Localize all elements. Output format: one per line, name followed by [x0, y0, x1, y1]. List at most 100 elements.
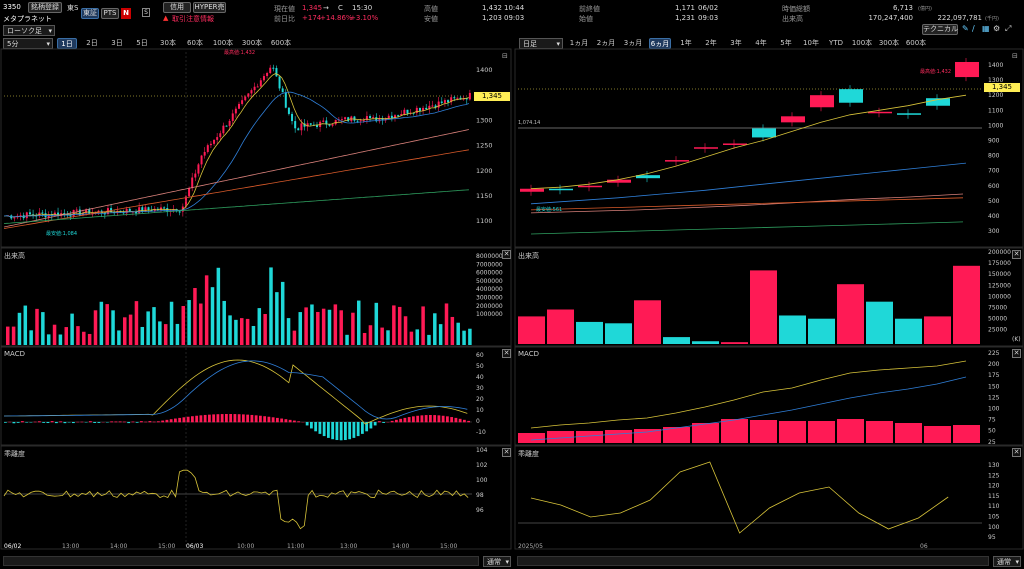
close-icon[interactable]: ✕ [1012, 250, 1021, 259]
daily-interval-select[interactable]: 日足 ▾ [519, 38, 563, 49]
left-tab-3[interactable]: 5日 [136, 39, 148, 47]
close-icon[interactable]: ✕ [502, 349, 511, 358]
s-box-icon[interactable]: S [142, 8, 150, 17]
lock-icon[interactable]: ⊟ [502, 52, 508, 60]
right-scrollbar[interactable] [517, 556, 989, 566]
macd-bar [458, 418, 462, 423]
lock-icon[interactable]: ⊟ [1012, 52, 1018, 60]
right-tab-4[interactable]: 1年 [680, 39, 692, 47]
candle-body [422, 107, 425, 111]
macd-bar [467, 420, 471, 423]
candle-body [91, 212, 94, 215]
credit-button[interactable]: 信用 [163, 2, 191, 13]
candle-body [443, 100, 446, 103]
right-scroll-select[interactable]: 通常 ▾ [993, 556, 1021, 567]
volume-bar [6, 326, 10, 345]
prevclose-date: 06/02 [698, 4, 719, 12]
volume-tick-label: 8000000 [476, 253, 503, 260]
candle-body [303, 123, 306, 127]
candle-body [144, 207, 147, 212]
macd-bar [605, 430, 632, 443]
candle-body [231, 113, 234, 121]
candle-body [316, 125, 318, 128]
left-tab-4[interactable]: 30本 [160, 39, 176, 47]
candle-body [244, 96, 247, 101]
left-scrollbar[interactable] [3, 556, 479, 566]
left-tab-1[interactable]: 2日 [86, 39, 98, 47]
settings-icon[interactable]: ⚙ [993, 24, 1001, 33]
candle-body [291, 113, 294, 122]
chart-type-select[interactable]: ローソク足 ▾ [3, 25, 55, 36]
right-tab-8[interactable]: 5年 [780, 39, 792, 47]
right-tab-13[interactable]: 600本 [905, 39, 927, 47]
macd-bar [866, 421, 893, 443]
macd-tick-label: 0 [476, 418, 480, 425]
volume-tick-label: 100000 [988, 293, 1011, 300]
interval-select[interactable]: 5分 ▾ [3, 38, 53, 49]
price-tick-label: 400 [988, 213, 1000, 220]
volume-bar [547, 309, 574, 344]
volume-tick-label: 7000000 [476, 261, 503, 268]
left-tab-7[interactable]: 300本 [241, 39, 263, 47]
right-price-tag: 1,345 [984, 83, 1020, 92]
candle-body [166, 208, 169, 212]
right-tab-7[interactable]: 4年 [755, 39, 767, 47]
volume-bar [204, 275, 209, 345]
left-tab-5[interactable]: 60本 [187, 39, 203, 47]
right-tab-0[interactable]: 1ヵ月 [569, 39, 589, 47]
volume-bar [117, 330, 121, 345]
right-tab-5[interactable]: 2年 [705, 39, 717, 47]
right-tab-3[interactable]: 6ヵ月 [649, 38, 671, 49]
macd-bar [276, 417, 279, 423]
right-tab-11[interactable]: 100本 [851, 39, 873, 47]
expand-icon[interactable]: ⤢ [1005, 24, 1012, 33]
candle-body [97, 210, 100, 212]
pen-icon[interactable]: ✎ [962, 24, 969, 33]
macd-bar [174, 418, 177, 423]
grid-icon[interactable]: ▦ [982, 24, 990, 33]
right-tab-1[interactable]: 2ヵ月 [596, 39, 616, 47]
macd-bar [331, 422, 335, 440]
warning-text[interactable]: 取引注意情報 [172, 15, 214, 23]
right-tab-6[interactable]: 3年 [730, 39, 742, 47]
candle-body [415, 107, 418, 114]
volume-bar [409, 331, 414, 345]
candle-body [400, 114, 403, 116]
right-ratio-label: 乖離度 [518, 450, 539, 458]
technical-button[interactable]: テクニカル [922, 24, 958, 35]
left-tab-2[interactable]: 3日 [111, 39, 123, 47]
volume-bar [105, 304, 109, 345]
macd-bar [12, 422, 16, 424]
register-button[interactable]: 銘柄登録 [28, 2, 62, 13]
right-tab-9[interactable]: 10年 [803, 39, 819, 47]
macd-tick-label: 10 [476, 407, 484, 414]
candle-body [365, 116, 368, 121]
candle-body [337, 119, 340, 121]
volume-tick-label: 25000 [988, 327, 1007, 334]
left-tab-0[interactable]: 1日 [57, 38, 77, 49]
right-tab-2[interactable]: 3ヵ月 [623, 39, 643, 47]
line-tool-icon[interactable]: ∕ [972, 24, 975, 33]
price-tick-label: 1000 [988, 122, 1003, 129]
n-icon[interactable]: N [121, 8, 131, 19]
close-icon[interactable]: ✕ [502, 448, 511, 457]
macd-bar [433, 415, 437, 423]
close-icon[interactable]: ✕ [502, 250, 511, 259]
right-tab-12[interactable]: 300本 [878, 39, 900, 47]
close-icon[interactable]: ✕ [1012, 448, 1021, 457]
pts-button[interactable]: PTS [101, 8, 119, 19]
tse-button[interactable]: 東証 [81, 8, 99, 19]
volume-bar [199, 303, 203, 345]
left-tab-6[interactable]: 100本 [212, 39, 234, 47]
candle-body [197, 164, 200, 174]
candle-body [372, 117, 375, 119]
left-scroll-select[interactable]: 通常 ▾ [483, 556, 511, 567]
hyper-sell-button[interactable]: HYPER売 [193, 2, 226, 13]
left-tab-8[interactable]: 600本 [270, 39, 292, 47]
volume-bar [146, 311, 150, 345]
volume-bar [576, 321, 603, 344]
candle-body [113, 211, 116, 214]
right-tab-10[interactable]: YTD [829, 39, 843, 47]
close-icon[interactable]: ✕ [1012, 349, 1021, 358]
